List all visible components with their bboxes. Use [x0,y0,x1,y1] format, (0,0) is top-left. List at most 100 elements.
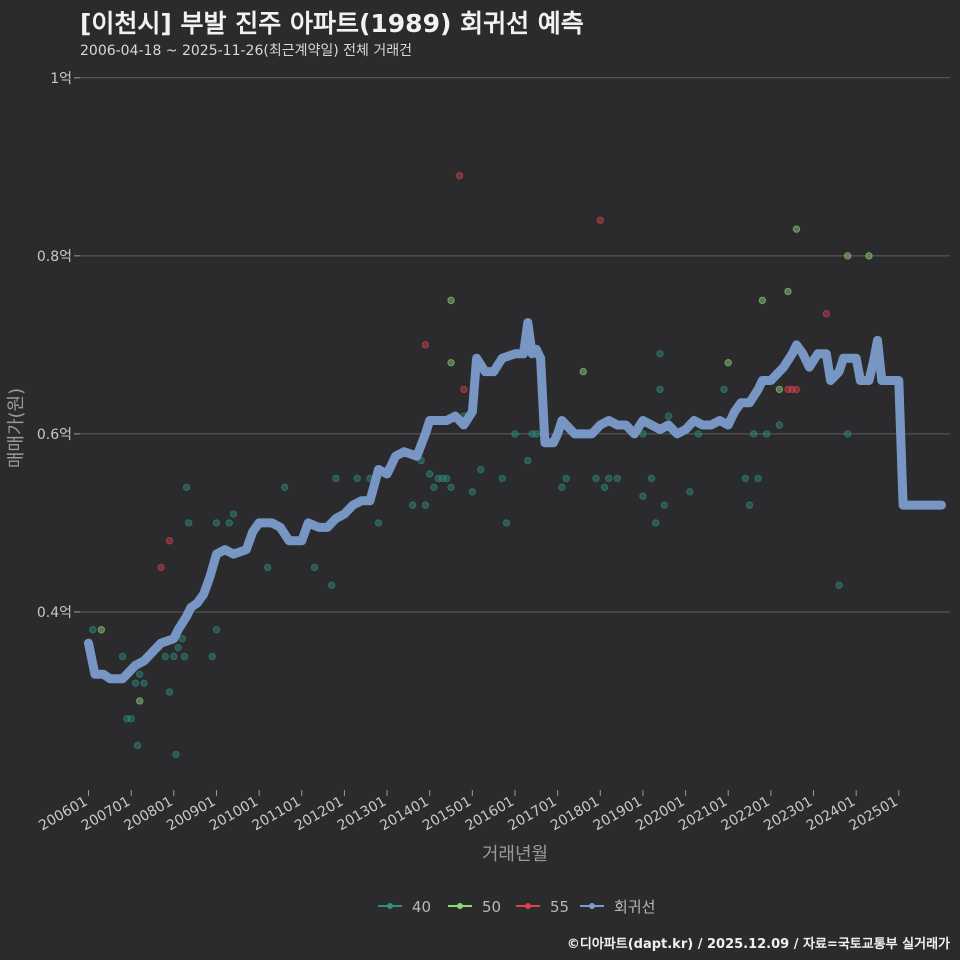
legend: 40 50 55 회귀선 [378,898,655,916]
y-tick-label: 1억 [50,71,72,87]
data-point-40 [558,483,566,492]
data-point-55 [792,385,801,394]
x-tick-label: 202501 [847,794,901,835]
data-point-40 [502,519,511,527]
data-point-55 [455,172,464,180]
data-point-40 [229,510,238,518]
data-point-40 [511,430,519,438]
data-point-40 [208,652,216,661]
data-point-40 [281,483,289,492]
y-axis-title: 매매가(원) [6,388,27,468]
data-point-50 [865,252,873,260]
data-point-40 [180,652,189,661]
y-tick-label: 0.4억 [37,605,72,621]
data-point-50 [447,296,455,305]
data-points [89,172,873,759]
data-point-40 [133,741,142,750]
data-point-50 [724,358,732,367]
data-point-50 [784,287,792,296]
data-point-55 [157,563,165,572]
legend-label: 회귀선 [614,898,655,916]
data-point-50 [775,385,784,394]
data-point-40 [754,474,762,483]
data-point-50 [843,252,852,260]
data-point-40 [762,430,771,438]
y-tick-label: 0.6억 [37,427,72,443]
data-point-40 [421,501,430,509]
data-point-40 [477,465,485,474]
legend-label: 40 [412,898,431,916]
legend-marker [589,903,595,909]
data-point-55 [596,216,604,224]
data-point-40 [741,474,749,483]
data-point-40 [212,519,221,527]
data-point-40 [161,652,169,661]
data-point-40 [605,474,613,483]
data-point-40 [165,688,174,696]
grid-lines [80,77,950,613]
data-point-55 [421,341,430,349]
data-point-40 [592,474,600,483]
data-point-40 [140,679,148,687]
data-point-40 [775,421,784,429]
data-point-40 [600,483,609,492]
chart-subtitle: 2006-04-18 ~ 2025-11-26(최근계약일) 전체 거래건 [80,43,412,59]
legend-label: 50 [482,898,501,916]
legend-marker [457,903,463,909]
data-point-50 [579,367,587,376]
regression-line-path [84,318,946,684]
data-point-40 [182,483,191,492]
data-point-40 [172,750,180,759]
data-point-40 [660,501,668,509]
data-point-55 [460,385,468,394]
data-point-40 [310,563,319,572]
legend-label: 55 [550,898,569,916]
data-point-40 [524,456,532,465]
data-point-40 [353,474,361,483]
data-point-40 [174,643,182,652]
data-point-40 [127,715,135,723]
data-point-50 [758,296,767,305]
data-point-40 [686,488,694,496]
data-point-40 [639,430,647,438]
data-point-40 [639,492,647,500]
data-point-40 [185,519,193,527]
data-point-40 [468,488,477,496]
data-point-40 [430,483,438,492]
data-point-55 [165,537,174,545]
data-point-40 [332,474,340,483]
data-point-40 [656,385,664,394]
data-point-40 [178,634,187,643]
data-point-40 [263,563,272,572]
data-point-55 [822,310,831,318]
legend-marker [525,903,531,909]
data-point-40 [835,581,843,589]
data-point-40 [656,350,664,358]
data-point-40 [225,519,233,527]
data-point-40 [750,430,758,438]
data-point-40 [498,474,506,483]
data-point-40 [170,652,178,661]
data-point-50 [97,626,106,634]
data-point-40 [694,430,703,438]
data-point-40 [647,474,656,483]
data-point-40 [745,501,754,509]
data-point-50 [136,697,144,705]
data-point-40 [408,501,417,509]
data-point-40 [720,385,728,394]
data-point-40 [447,483,455,492]
chart-title: [이천시] 부발 진주 아파트(1989) 회귀선 예측 [80,9,584,38]
data-point-40 [374,519,383,527]
data-point-40 [426,470,434,478]
data-point-40 [562,474,570,483]
footer-credit: ©디아파트(dapt.kr) / 2025.12.09 / 자료=국토교통부 실… [566,937,950,952]
data-point-40 [443,474,451,483]
regression-line [84,318,946,684]
x-axis-title: 거래년월 [482,844,548,865]
data-point-40 [131,679,140,687]
y-axis-ticks: 0.4억 0.6억 0.8억 1억 [37,71,80,621]
data-point-40 [613,474,622,483]
data-point-50 [792,225,801,233]
data-point-40 [843,430,852,438]
